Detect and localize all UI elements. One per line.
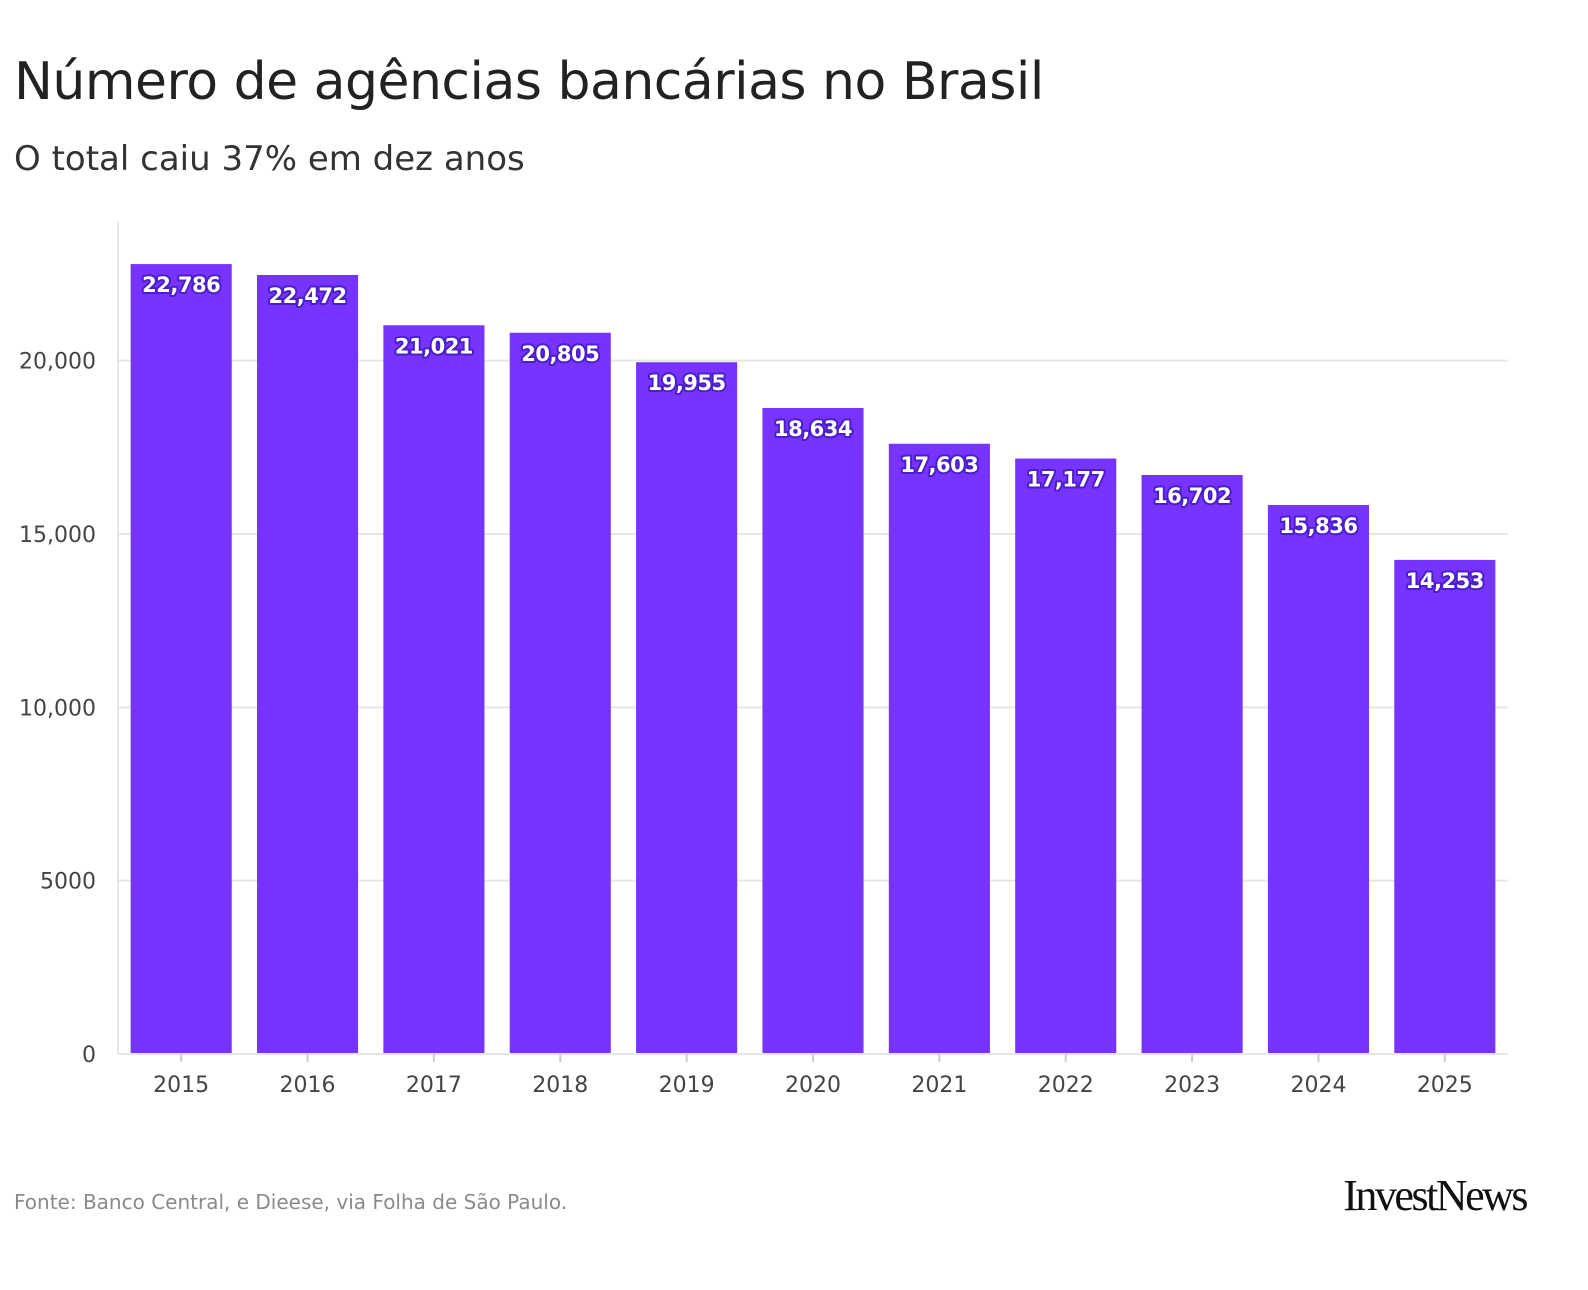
bar: [888, 443, 990, 1054]
investnews-logo: InvestNews: [1343, 1171, 1528, 1220]
x-tick-label: 2024: [1290, 1073, 1346, 1098]
data-label: 21,021: [395, 334, 473, 358]
y-tick-label: 0: [82, 1043, 96, 1068]
bar: [1141, 474, 1243, 1055]
bar: [509, 332, 611, 1054]
bar: [1015, 458, 1117, 1055]
data-label: 15,836: [1279, 514, 1357, 538]
chart-subtitle: O total caiu 37% em dez anos: [14, 139, 525, 179]
y-tick-label: 10,000: [19, 696, 96, 721]
x-tick-label: 2016: [280, 1073, 336, 1098]
data-label: 19,955: [648, 371, 726, 395]
x-tick-label: 2017: [406, 1073, 462, 1098]
chart-title: Número de agências bancárias no Brasil: [14, 52, 1044, 112]
bar: [1267, 505, 1369, 1054]
y-tick-label: 20,000: [19, 350, 96, 375]
data-label: 17,603: [900, 453, 978, 477]
bar: [257, 274, 359, 1054]
data-label: 14,253: [1406, 569, 1484, 593]
bar: [383, 325, 485, 1055]
bar: [762, 408, 864, 1054]
y-tick-label: 5000: [40, 870, 96, 895]
data-label: 22,472: [269, 284, 347, 308]
x-tick-label: 2019: [659, 1073, 715, 1098]
bar: [1394, 559, 1496, 1054]
x-tick-label: 2015: [153, 1073, 209, 1098]
data-label: 20,805: [521, 342, 599, 366]
x-tick-label: 2021: [911, 1073, 967, 1098]
data-label: 22,786: [142, 273, 220, 297]
x-tick-label: 2025: [1417, 1073, 1473, 1098]
data-label: 16,702: [1153, 484, 1231, 508]
bar: [130, 264, 232, 1054]
data-label: 17,177: [1027, 468, 1105, 492]
x-tick-label: 2018: [532, 1073, 588, 1098]
x-tick-label: 2022: [1038, 1073, 1094, 1098]
x-tick-label: 2020: [785, 1073, 841, 1098]
x-tick-label: 2023: [1164, 1073, 1220, 1098]
data-label: 18,634: [774, 417, 852, 441]
source-note: Fonte: Banco Central, e Dieese, via Folh…: [14, 1190, 568, 1214]
bar: [636, 362, 738, 1054]
y-tick-label: 15,000: [19, 523, 96, 548]
